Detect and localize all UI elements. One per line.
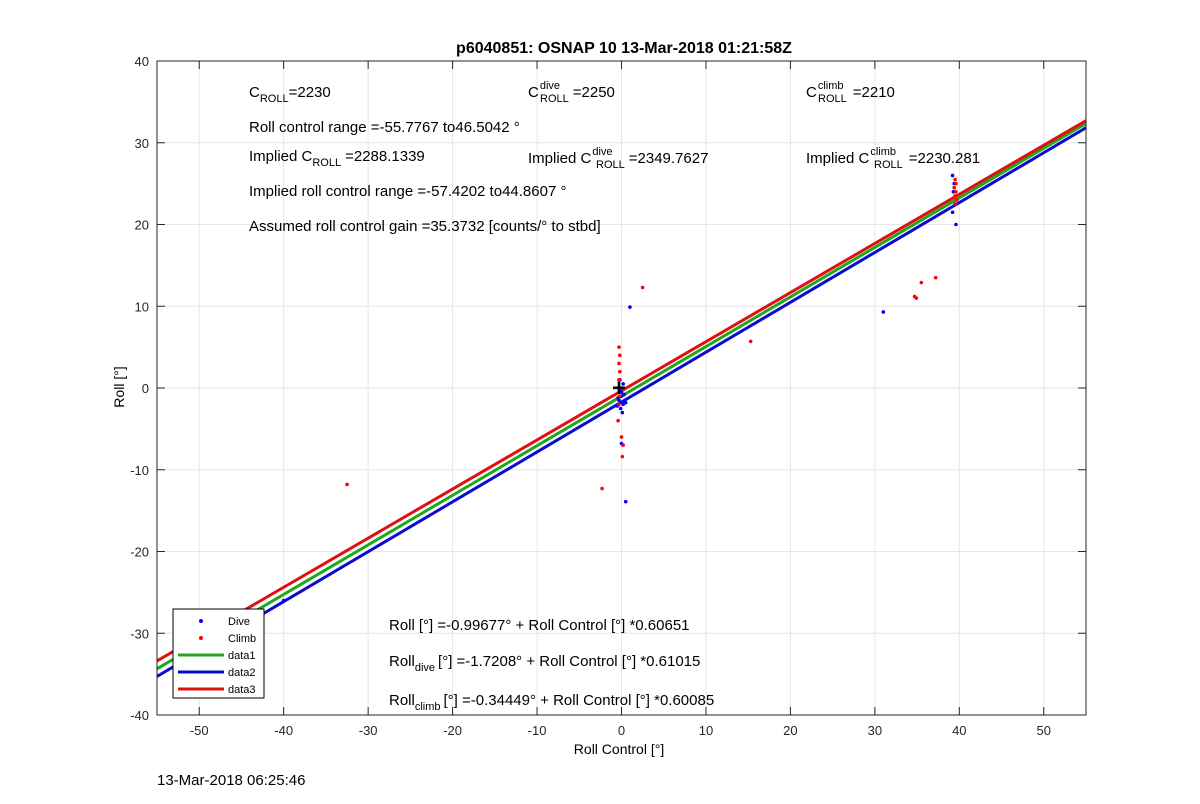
climb-point — [618, 353, 622, 358]
x-tick-label: -10 — [528, 723, 547, 738]
legend-label-dive: Dive — [228, 616, 250, 628]
climb-point — [621, 443, 625, 448]
fit-dive-equation: Rolldive [°] =-1.7208° + Roll Control [°]… — [389, 653, 700, 674]
dive-point — [618, 406, 623, 411]
x-tick-label: 20 — [783, 723, 797, 738]
legend: Dive Climb data1 data2 data3 — [172, 608, 265, 699]
climb-point — [620, 454, 625, 459]
dive-point — [950, 173, 955, 178]
chart-title: p6040851: OSNAP 10 13-Mar-2018 01:21:58Z — [456, 40, 792, 57]
origin-marker: + — [612, 375, 626, 402]
climb-point — [953, 177, 957, 182]
c-roll-annotation: CROLL=2230 — [249, 84, 331, 105]
y-tick-label: -20 — [130, 545, 149, 560]
implied-roll-control-range-annotation: Implied roll control range =-57.4202 to4… — [249, 183, 566, 200]
x-tick-label: -40 — [274, 723, 293, 738]
legend-label-data2: data2 — [228, 667, 256, 679]
climb-point — [616, 418, 620, 423]
climb-point — [748, 339, 753, 344]
legend-label-data3: data3 — [228, 684, 256, 696]
climb-point — [954, 181, 958, 186]
c-roll-climb-annotation: Cclimb ROLL =2210 — [806, 80, 895, 105]
dive-point — [950, 210, 955, 215]
legend-label-climb: Climb — [228, 633, 256, 645]
climb-point — [617, 345, 621, 349]
dive-point — [281, 598, 286, 603]
y-tick-label: -40 — [130, 708, 149, 723]
x-tick-label: -50 — [190, 723, 209, 738]
climb-point — [919, 280, 924, 285]
climb-point — [618, 386, 623, 390]
climb-point — [954, 190, 958, 194]
fit-equations: Roll [°] =-0.99677° + Roll Control [°] *0… — [389, 617, 714, 713]
x-tick-label: 50 — [1037, 723, 1051, 738]
footer-timestamp: 13-Mar-2018 06:25:46 — [157, 772, 306, 789]
x-tick-label: 30 — [868, 723, 882, 738]
climb-point — [617, 361, 621, 366]
fit-climb-equation: Rollclimb [°] =-0.34449° + Roll Control [… — [389, 692, 714, 713]
climb-point — [345, 482, 349, 487]
legend-label-data1: data1 — [228, 650, 256, 662]
annotation-block: CROLL=2230 Cdive ROLL =2250 Cclimb ROLL =221… — [249, 80, 980, 235]
dive-point — [622, 392, 626, 397]
x-tick-label: 40 — [952, 723, 966, 738]
dive-point — [623, 499, 628, 504]
x-tick-label: 10 — [699, 723, 713, 738]
climb-point — [953, 202, 957, 206]
y-tick-label: 10 — [135, 299, 149, 314]
climb-point — [619, 435, 624, 439]
axes-layer: -50 -40 -30 -20 -10 0 10 20 30 40 50 -40 -30 -20 -10 0 1… — [130, 54, 1087, 738]
y-tick-label: 0 — [142, 381, 149, 396]
dive-point — [621, 382, 625, 386]
y-tick-label: 40 — [135, 54, 149, 69]
y-tick-label: -30 — [130, 626, 149, 641]
climb-point — [952, 185, 957, 190]
legend-marker-climb — [199, 636, 203, 640]
y-tick-label: 30 — [135, 136, 149, 151]
fit-line-data2 — [156, 126, 1087, 678]
dive-point — [623, 400, 628, 405]
x-axis-label: Roll Control [°] — [574, 741, 664, 757]
climb-point — [640, 285, 645, 290]
x-tick-label: -20 — [443, 723, 462, 738]
roll-control-range-annotation: Roll control range =-55.7767 to46.5042 ° — [249, 119, 520, 136]
legend-marker-dive — [199, 619, 203, 623]
implied-c-roll-dive-annotation: Implied Cdive ROLL =2349.7627 — [528, 146, 708, 171]
implied-c-roll-climb-annotation: Implied Cclimb ROLL =2230.281 — [806, 146, 980, 171]
climb-point — [618, 369, 622, 374]
fit-all-equation: Roll [°] =-0.99677° + Roll Control [°] *0… — [389, 617, 690, 634]
climb-point — [933, 275, 938, 280]
c-roll-dive-annotation: Cdive ROLL =2250 — [528, 80, 615, 105]
dive-point — [951, 190, 956, 194]
climb-point — [954, 198, 959, 202]
implied-c-roll-annotation: Implied CROLL =2288.1339 — [249, 148, 425, 169]
dive-point — [628, 305, 632, 309]
climb-point — [617, 402, 621, 407]
y-tick-label: -10 — [130, 463, 149, 478]
y-axis-label: Roll [°] — [111, 366, 127, 407]
climb-point — [914, 296, 919, 300]
assumed-gain-annotation: Assumed roll control gain =35.3732 [coun… — [249, 218, 601, 235]
dive-point — [954, 222, 958, 227]
dive-point — [881, 310, 886, 314]
y-tick-label: 20 — [135, 218, 149, 233]
x-tick-label: 0 — [618, 723, 625, 738]
climb-point — [618, 394, 622, 398]
climb-point — [617, 378, 621, 382]
dive-point — [620, 410, 625, 415]
climb-point — [953, 194, 957, 198]
climb-point — [600, 486, 604, 491]
x-tick-label: -30 — [359, 723, 378, 738]
